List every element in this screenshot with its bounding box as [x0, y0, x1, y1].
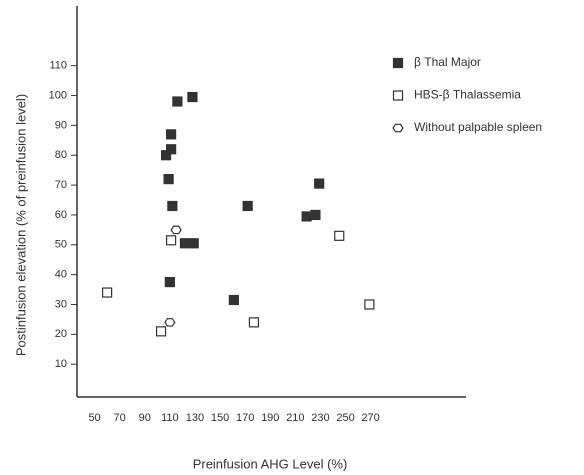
- y-tick-label: 100: [49, 89, 67, 101]
- y-tick-label: 20: [55, 328, 67, 340]
- point: [228, 294, 239, 306]
- x-tick-label: 50: [88, 412, 100, 424]
- point: [102, 287, 113, 298]
- point: [334, 230, 345, 241]
- y-tick-label: 60: [55, 209, 67, 221]
- point: [170, 225, 182, 235]
- legend-label: β Thal Major: [414, 55, 481, 69]
- y-tick-label: 50: [55, 239, 67, 251]
- point: [164, 318, 176, 327]
- point: [172, 96, 183, 107]
- point: [179, 238, 191, 249]
- x-axis-title: Preinfusion AHG Level (%): [193, 456, 348, 471]
- point: [166, 129, 177, 140]
- legend-marker: [392, 90, 404, 101]
- y-tick-label: 10: [55, 358, 67, 370]
- x-tick-label: 270: [361, 412, 379, 424]
- point: [163, 174, 174, 185]
- point: [167, 200, 178, 212]
- point: [160, 150, 172, 161]
- y-tick-label: 40: [55, 269, 67, 281]
- point: [242, 200, 253, 212]
- point: [164, 276, 175, 288]
- x-tick-label: 210: [286, 412, 304, 424]
- x-tick-label: 190: [261, 412, 279, 424]
- x-tick-label: 70: [114, 412, 126, 424]
- point: [310, 209, 321, 221]
- point: [188, 238, 199, 249]
- y-tick-label: 110: [49, 60, 67, 72]
- x-tick-label: 170: [236, 412, 254, 424]
- y-tick-label: 90: [55, 119, 67, 131]
- x-tick-label: 110: [161, 412, 179, 424]
- x-tick-label: 230: [311, 412, 329, 424]
- point: [364, 299, 375, 310]
- point: [187, 91, 198, 103]
- x-tick-label: 130: [186, 412, 204, 424]
- legend-label: Without palpable spleen: [414, 120, 542, 134]
- legend-marker: [392, 57, 404, 69]
- y-axis-title: Postinfusion elevation (% of preinfusion…: [13, 94, 28, 356]
- x-tick-label: 150: [211, 412, 229, 424]
- x-tick-label: 250: [336, 412, 354, 424]
- point: [248, 317, 260, 328]
- point: [301, 211, 312, 222]
- point: [314, 178, 325, 189]
- y-tick-label: 70: [55, 179, 67, 191]
- point: [155, 326, 167, 337]
- legend-marker: [392, 123, 404, 133]
- x-tick-label: 90: [139, 412, 151, 424]
- legend-label: HBS-β Thalassemia: [414, 88, 521, 102]
- y-tick-label: 30: [55, 298, 67, 310]
- point: [166, 235, 177, 246]
- y-tick-label: 80: [55, 149, 67, 161]
